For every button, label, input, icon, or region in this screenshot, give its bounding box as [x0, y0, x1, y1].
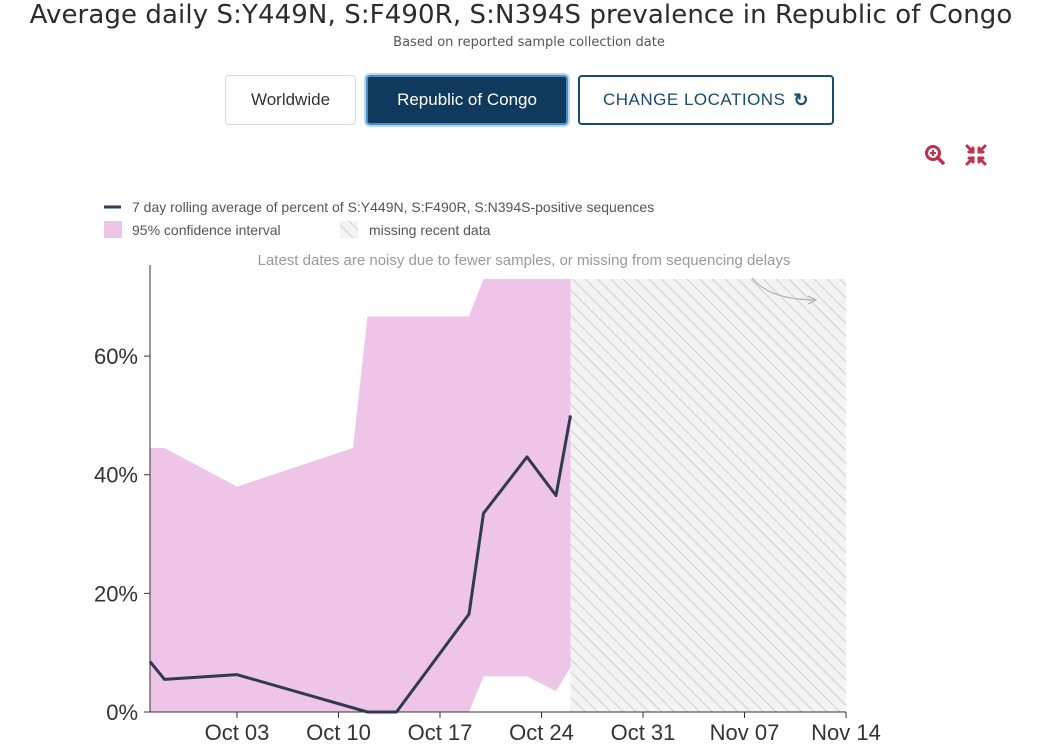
rolling-average-line [148, 415, 572, 714]
y-tick-label: 20% [94, 581, 138, 606]
legend-missing-label: missing recent data [369, 222, 491, 238]
missing-data-region [570, 279, 846, 712]
confidence-interval-band [150, 279, 571, 712]
x-tick-label: Oct 31 [611, 720, 676, 745]
y-tick-label: 60% [94, 344, 138, 369]
annotation-arrow [751, 277, 817, 301]
change-locations-button[interactable]: CHANGE LOCATIONS ↻ [578, 75, 834, 125]
y-tick-label: 40% [94, 463, 138, 488]
selected-location-button[interactable]: Republic of Congo [366, 75, 568, 125]
page-subtitle: Based on reported sample collection date [393, 35, 665, 50]
x-tick-label: Oct 24 [509, 720, 574, 745]
legend-ci-swatch [104, 221, 122, 238]
noisy-data-annotation: Latest dates are noisy due to fewer samp… [258, 252, 791, 269]
legend-line-label: 7 day rolling average of percent of S:Y4… [132, 199, 654, 215]
x-tick-label: Nov 14 [811, 720, 881, 745]
x-tick-label: Nov 07 [710, 720, 780, 745]
legend-ci-label: 95% confidence interval [132, 222, 281, 238]
x-tick-label: Oct 03 [205, 720, 270, 745]
refresh-icon: ↻ [793, 89, 810, 110]
legend-missing-swatch [340, 221, 358, 238]
page-title: Average daily S:Y449N, S:F490R, S:N394S … [29, 0, 1013, 30]
worldwide-button[interactable]: Worldwide [225, 75, 356, 125]
annotation-arrowhead [807, 295, 818, 305]
y-tick-label: 0% [106, 700, 138, 725]
x-tick-label: Oct 17 [408, 720, 473, 745]
change-locations-label: CHANGE LOCATIONS [602, 90, 786, 109]
compress-icon[interactable] [965, 144, 987, 166]
zoom-in-icon[interactable] [924, 144, 946, 166]
x-tick-label: Oct 10 [306, 720, 371, 745]
